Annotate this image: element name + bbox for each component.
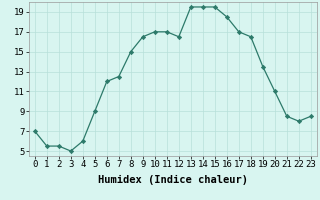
X-axis label: Humidex (Indice chaleur): Humidex (Indice chaleur) (98, 175, 248, 185)
